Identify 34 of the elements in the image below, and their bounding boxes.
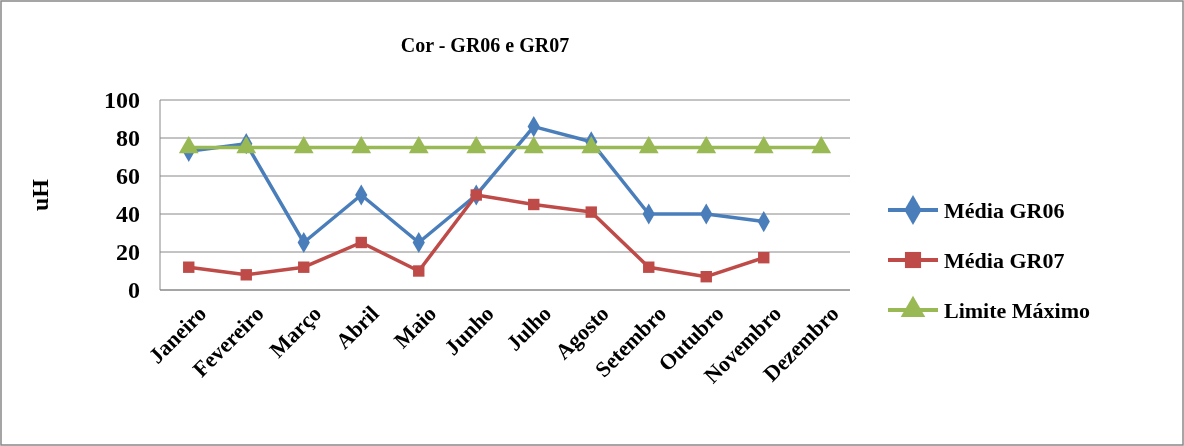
legend-label: Média GR07 [944, 247, 1065, 273]
point [240, 269, 252, 281]
point [523, 136, 544, 154]
point [351, 136, 372, 154]
legend-label: Média GR06 [944, 197, 1065, 223]
y-tick-label: 0 [128, 277, 140, 304]
point [298, 261, 310, 273]
y-tick-label: 80 [116, 125, 140, 152]
point [178, 136, 199, 154]
y-tick-label: 60 [116, 163, 140, 190]
point [236, 136, 257, 154]
point [470, 189, 482, 201]
point [408, 136, 429, 154]
point [811, 136, 832, 154]
point [466, 136, 487, 154]
y-axis-title: uH [27, 178, 53, 212]
y-tick-label: 40 [116, 201, 140, 228]
legend-label: Limite Máximo [944, 297, 1091, 323]
point [753, 136, 774, 154]
point [183, 261, 195, 273]
point [413, 265, 425, 277]
point [528, 198, 540, 211]
point [581, 136, 602, 154]
point [696, 136, 717, 154]
point [643, 261, 655, 273]
chart-title: Cor - GR06 e GR07 [400, 34, 570, 56]
point [758, 252, 770, 264]
point [638, 136, 659, 154]
y-tick-label: 100 [104, 87, 140, 114]
point [585, 206, 597, 218]
point [293, 136, 314, 154]
point [355, 236, 367, 249]
point [700, 271, 712, 283]
y-tick-label: 20 [116, 239, 140, 266]
